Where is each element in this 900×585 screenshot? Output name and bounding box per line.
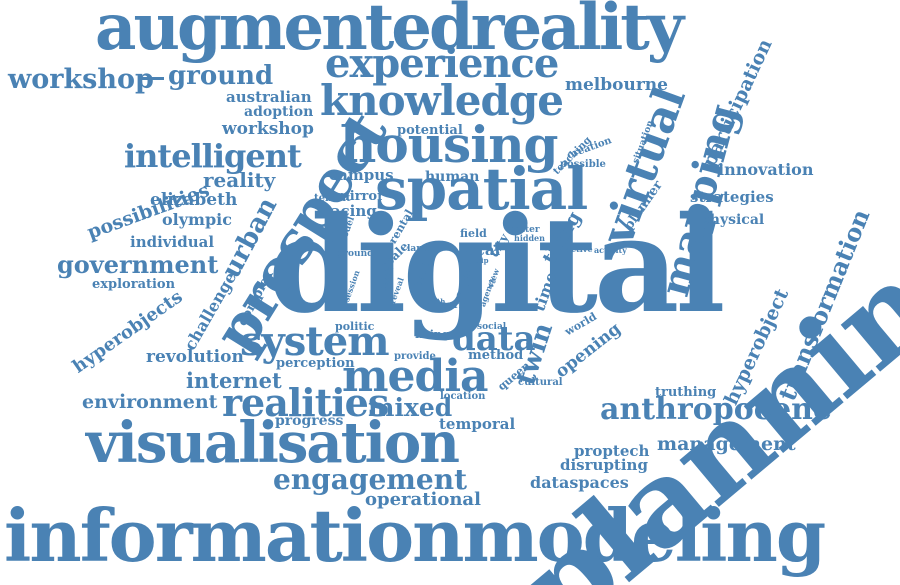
cloud-word: field <box>460 227 487 240</box>
cloud-word: park <box>440 300 466 311</box>
cloud-word: human <box>425 169 480 185</box>
cloud-word: progress <box>275 413 344 429</box>
cloud-word: activity <box>594 245 627 255</box>
cloud-word: innovation <box>718 160 814 179</box>
cloud-word: spatial <box>375 155 588 223</box>
cloud-word: revolution <box>146 347 244 367</box>
cloud-word: internet <box>186 368 282 393</box>
cloud-word: intelligent <box>124 137 302 175</box>
cloud-word: individual <box>130 233 215 251</box>
cloud-word: ground <box>337 249 374 259</box>
cloud-word: method <box>468 348 524 363</box>
cloud-word: trip <box>474 256 489 265</box>
cloud-word: management <box>657 433 796 455</box>
cloud-word: government <box>57 250 219 279</box>
cloud-word: digital <box>268 188 726 343</box>
cloud-word: reality <box>203 168 276 192</box>
cloud-word: truthing <box>655 385 717 400</box>
cloud-word: system <box>240 318 390 365</box>
cloud-word: ground <box>168 61 274 91</box>
cloud-word: tracing <box>316 202 377 220</box>
cloud-word: media <box>342 351 489 402</box>
cloud-word: operational <box>365 489 481 510</box>
cloud-word: local <box>460 241 501 259</box>
cloud-word: environment <box>82 391 218 413</box>
cloud-word: exploration <box>92 277 176 292</box>
dash-separator <box>140 77 164 80</box>
cloud-word: visualisation <box>86 410 460 476</box>
cloud-word: active <box>566 244 593 254</box>
cloud-word: tenant <box>314 193 351 204</box>
cloud-word: perception <box>276 356 355 371</box>
cloud-word: land <box>407 244 430 254</box>
cloud-word: proptech <box>574 442 650 460</box>
cloud-word: housing <box>340 115 559 174</box>
cloud-word: mirror <box>336 189 384 204</box>
cloud-word: social <box>477 322 507 332</box>
cloud-word: data <box>452 319 536 359</box>
cloud-word: workshop <box>222 119 314 139</box>
cloud-word: strategies <box>690 188 774 206</box>
cloud-word: experience <box>325 40 559 87</box>
cloud-word: informationmodeling <box>4 493 826 578</box>
cloud-word: workshop <box>8 64 154 95</box>
cloud-word: elizabeth <box>150 190 238 210</box>
cloud-word: australian <box>226 88 312 106</box>
cloud-word: provide <box>394 351 436 362</box>
cloud-word: augmentedreality <box>95 0 684 65</box>
cloud-word: dataspaces <box>530 473 629 492</box>
cloud-word: physical <box>700 212 765 228</box>
cloud-word: truth <box>425 297 446 306</box>
cloud-word: renter <box>508 225 540 235</box>
cloud-word: politic <box>335 320 375 333</box>
cloud-word: melbourne <box>565 75 668 95</box>
cloud-word: adoption <box>244 104 314 120</box>
cloud-word: possible <box>560 159 606 170</box>
cloud-word: campus <box>329 166 394 184</box>
cloud-word: engagement <box>273 463 468 496</box>
cloud-word: hidden <box>514 233 545 243</box>
cloud-word: realities <box>222 380 389 425</box>
cloud-word: anthropocene <box>600 392 832 427</box>
cloud-word: temporal <box>439 415 516 433</box>
cloud-word: living <box>415 328 450 341</box>
cloud-word: cultural <box>518 377 563 388</box>
cloud-word: olympic <box>162 210 232 229</box>
cloud-word: mixed <box>368 393 453 422</box>
cloud-word: disrupting <box>560 456 648 474</box>
cloud-word: location <box>440 391 486 402</box>
cloud-word: potential <box>397 123 463 138</box>
cloud-word: knowledge <box>320 76 564 125</box>
